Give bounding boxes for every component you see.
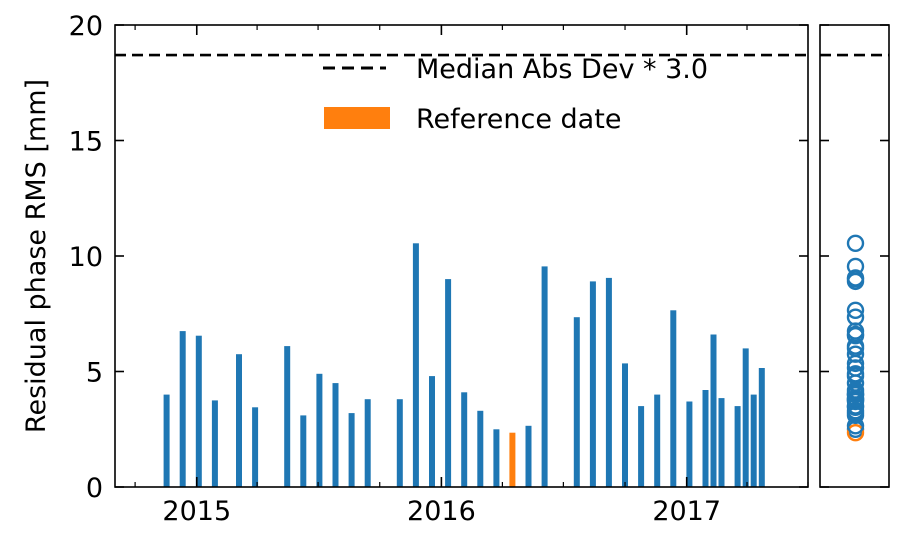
bar <box>316 373 323 487</box>
point <box>846 385 865 404</box>
legend-reference-label: Reference date <box>416 104 621 135</box>
bar <box>429 376 435 487</box>
bar <box>638 406 645 487</box>
bar <box>461 392 468 487</box>
bar <box>348 413 355 487</box>
bar <box>541 266 548 487</box>
point <box>846 234 865 253</box>
point <box>846 417 865 435</box>
point <box>846 308 865 326</box>
side-y-axis-ticks <box>820 24 889 488</box>
bar <box>702 390 709 487</box>
x-axis-minor-ticks <box>134 25 809 487</box>
bar <box>236 354 242 487</box>
bar <box>284 346 291 487</box>
bar <box>718 398 725 487</box>
bar <box>477 410 484 487</box>
bar <box>163 394 170 487</box>
y-axis-ticks: 0 5 10 15 20 <box>69 11 808 504</box>
bar <box>211 400 218 487</box>
bar <box>670 310 677 487</box>
bar <box>742 348 749 487</box>
bar <box>750 394 757 487</box>
point <box>846 301 865 319</box>
bar <box>493 429 500 488</box>
point <box>846 359 865 377</box>
main-plot-area: 0 5 10 15 20 2015 2016 2017 Residual phase RMS… <box>21 11 809 527</box>
bars-group <box>163 243 765 488</box>
y-tick-label: 0 <box>86 473 103 504</box>
bar <box>589 281 596 487</box>
y-axis-label: Residual phase RMS [mm] <box>21 79 52 433</box>
point <box>846 339 865 358</box>
reference-bar <box>509 432 516 487</box>
point <box>846 345 865 363</box>
bar <box>412 243 419 487</box>
legend-reference-swatch <box>324 107 390 129</box>
legend: Median Abs Dev * 3.0 Reference date <box>323 54 708 135</box>
x-tick-label: 2017 <box>652 496 721 527</box>
bar <box>573 317 580 487</box>
x-tick-label: 2016 <box>407 496 476 527</box>
bar <box>710 334 717 487</box>
reference-point <box>846 424 865 442</box>
point <box>846 269 865 287</box>
point <box>846 397 865 415</box>
bar <box>525 425 532 487</box>
bar <box>758 368 765 487</box>
bar <box>300 415 307 487</box>
y-tick-label: 15 <box>69 127 103 158</box>
bar <box>445 279 452 487</box>
bar <box>654 394 661 487</box>
bar <box>252 407 259 487</box>
bar <box>605 277 612 487</box>
bar <box>179 331 186 487</box>
x-tick-label: 2015 <box>162 496 231 527</box>
y-tick-label: 5 <box>86 358 103 389</box>
bar <box>622 363 628 487</box>
bar <box>686 401 693 487</box>
bar <box>396 399 403 487</box>
legend-threshold-label: Median Abs Dev * 3.0 <box>416 54 708 85</box>
side-distribution-panel <box>819 24 890 488</box>
side-points-group <box>846 234 865 442</box>
bar <box>332 383 339 487</box>
bar <box>734 406 741 487</box>
bar <box>364 399 371 487</box>
y-tick-label: 20 <box>69 11 103 42</box>
x-axis-ticks: 2015 2016 2017 <box>162 25 721 527</box>
y-tick-label: 10 <box>69 242 103 273</box>
bar <box>195 335 202 487</box>
